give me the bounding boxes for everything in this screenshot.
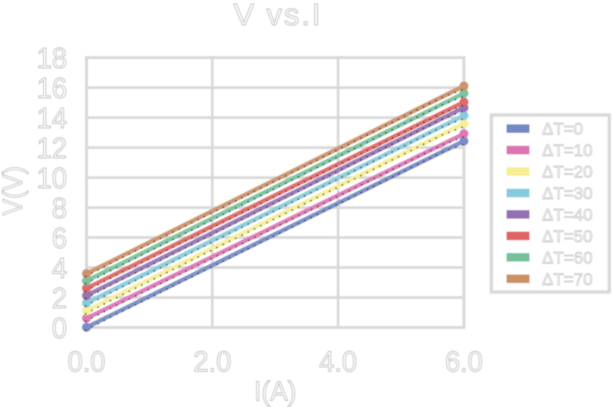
svg-text:14: 14 <box>37 102 67 134</box>
svg-text:ΔT=0: ΔT=0 <box>542 120 583 139</box>
svg-text:8: 8 <box>52 192 67 224</box>
svg-text:V(V): V(V) <box>0 166 28 215</box>
svg-text:16: 16 <box>37 72 67 104</box>
svg-text:ΔT=60: ΔT=60 <box>542 248 593 267</box>
svg-text:2.0: 2.0 <box>193 346 231 378</box>
svg-text:ΔT=50: ΔT=50 <box>542 227 593 246</box>
svg-text:0: 0 <box>52 312 67 344</box>
svg-text:ΔT=70: ΔT=70 <box>542 270 593 289</box>
svg-text:18: 18 <box>37 42 67 74</box>
svg-text:4: 4 <box>52 252 67 284</box>
svg-text:0.0: 0.0 <box>68 346 106 378</box>
svg-text:2: 2 <box>52 282 67 314</box>
svg-text:ΔT=30: ΔT=30 <box>542 184 593 203</box>
svg-text:ΔT=20: ΔT=20 <box>542 163 593 182</box>
svg-text:10: 10 <box>37 162 67 194</box>
svg-text:6.0: 6.0 <box>445 346 483 378</box>
svg-text:4.0: 4.0 <box>319 346 357 378</box>
svg-text:I(A): I(A) <box>254 375 296 407</box>
svg-text:V vs.I: V vs.I <box>233 0 322 32</box>
svg-text:ΔT=40: ΔT=40 <box>542 205 593 224</box>
svg-text:12: 12 <box>37 132 67 164</box>
svg-text:6: 6 <box>52 222 67 254</box>
svg-text:ΔT=10: ΔT=10 <box>542 141 593 160</box>
